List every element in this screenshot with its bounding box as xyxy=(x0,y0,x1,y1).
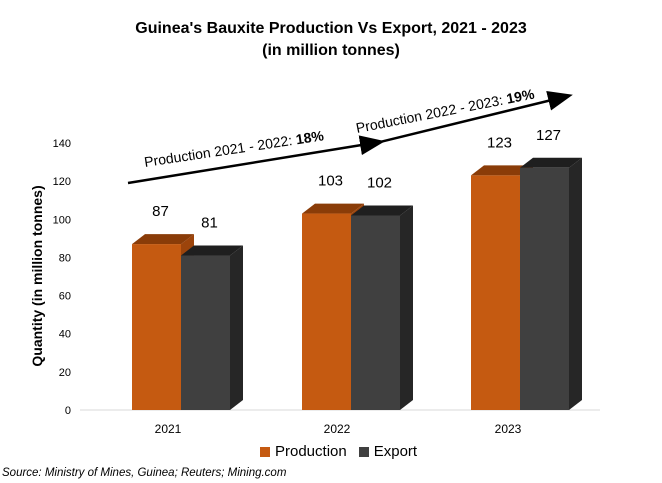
y-tick-label: 100 xyxy=(53,214,71,226)
chart-subtitle: (in million tonnes) xyxy=(262,42,400,59)
bar-top xyxy=(351,205,413,216)
bar-export-2021 xyxy=(181,255,230,410)
y-tick-label: 60 xyxy=(59,291,71,303)
data-label: 123 xyxy=(487,134,512,151)
bar-production-2022 xyxy=(302,213,351,410)
legend-label-export: Export xyxy=(373,443,418,460)
data-label: 102 xyxy=(367,174,392,191)
bar-side xyxy=(569,157,582,410)
growth-arrow-2022-2023 xyxy=(379,91,573,144)
data-label: 103 xyxy=(318,173,343,190)
y-axis-title: Quantity (in million tonnes) xyxy=(29,185,45,366)
y-tick-label: 140 xyxy=(53,138,71,150)
legend-label-production: Production xyxy=(275,443,347,460)
x-tick-label: 2021 xyxy=(155,422,182,436)
bar-top xyxy=(520,157,582,168)
chart-title: Guinea's Bauxite Production Vs Export, 2… xyxy=(135,20,527,37)
bar-side xyxy=(230,245,243,410)
growth-annotation: Production 2021 - 2022: 18% xyxy=(143,127,325,170)
legend-item-production: Production xyxy=(260,443,347,460)
x-tick-label: 2022 xyxy=(324,422,351,436)
legend-swatch-production xyxy=(260,446,270,457)
data-label: 127 xyxy=(536,127,561,144)
bar-production-2021 xyxy=(132,244,181,410)
bar-top xyxy=(181,245,243,256)
y-tick-label: 20 xyxy=(59,367,71,379)
source-note: Source: Ministry of Mines, Guinea; Reute… xyxy=(2,467,287,479)
legend: Production Export xyxy=(260,443,429,460)
data-label: 87 xyxy=(152,203,169,220)
bar-export-2022 xyxy=(351,215,400,410)
y-tick-label: 80 xyxy=(59,252,71,264)
legend-swatch-export xyxy=(358,446,369,457)
bar-side xyxy=(400,205,413,410)
data-label: 81 xyxy=(201,215,218,232)
x-tick-label: 2023 xyxy=(495,422,522,436)
bar-export-2023 xyxy=(520,167,569,410)
bar-top xyxy=(132,234,194,245)
y-tick-label: 40 xyxy=(59,329,71,341)
bar-top xyxy=(471,165,533,176)
legend-item-export: Export xyxy=(358,443,418,460)
bar-top xyxy=(302,203,364,214)
growth-arrow-2021-2022 xyxy=(127,135,385,185)
y-tick-label: 0 xyxy=(65,405,71,417)
bar-production-2023 xyxy=(471,175,520,410)
y-tick-label: 120 xyxy=(53,176,71,188)
